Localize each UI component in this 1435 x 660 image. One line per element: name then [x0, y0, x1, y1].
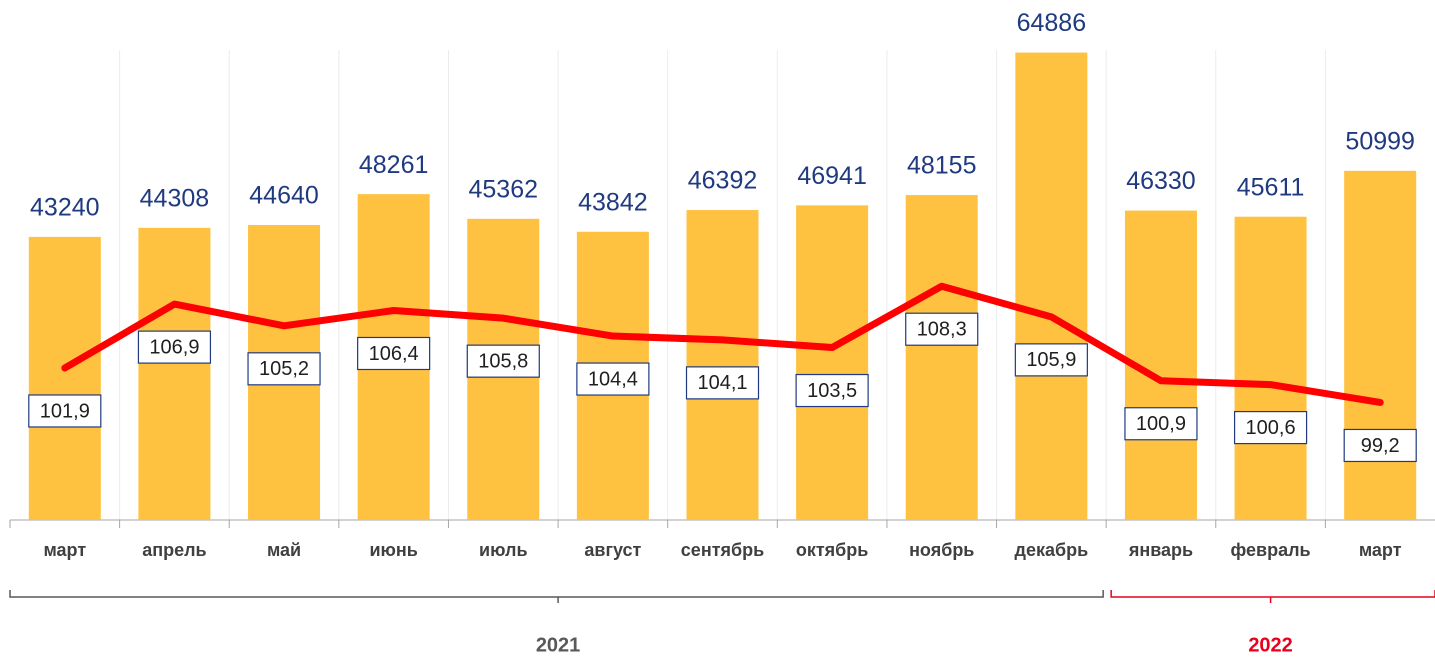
bar	[28, 236, 101, 520]
line-value-label: 105,9	[1026, 349, 1076, 371]
x-tick-label: май	[267, 540, 301, 560]
x-tick-label: ноябрь	[909, 540, 974, 560]
x-tick-label: июль	[479, 540, 528, 560]
bar-value-label: 46941	[797, 162, 867, 190]
bar-value-label: 46330	[1126, 167, 1196, 195]
x-tick-label: сентябрь	[681, 540, 764, 560]
line-value-label: 104,1	[697, 372, 747, 394]
line-value-label: 101,9	[40, 400, 90, 422]
line-label-box	[357, 336, 431, 371]
bar-value-label: 50999	[1345, 127, 1415, 155]
bar	[1344, 170, 1417, 520]
x-tick-label: апрель	[142, 540, 206, 560]
line-value-label: 100,6	[1246, 417, 1296, 439]
line-value-label: 105,2	[259, 358, 309, 380]
line-label-box	[1343, 428, 1417, 463]
bar-value-label: 44308	[140, 184, 210, 212]
bar-value-label: 46392	[688, 167, 758, 195]
line-label-box	[247, 352, 321, 386]
line-value-label: 106,4	[369, 343, 419, 365]
bar	[686, 210, 759, 520]
bar	[905, 195, 978, 521]
line-label-box	[795, 373, 869, 408]
x-tick-label: июнь	[369, 540, 417, 560]
bar-value-label: 48261	[359, 151, 429, 179]
line-value-label: 106,9	[149, 336, 199, 358]
line-label-box	[1124, 407, 1198, 441]
line-label-box	[28, 394, 102, 428]
line-label-box	[905, 312, 979, 346]
line-value-label: 99,2	[1361, 435, 1400, 457]
x-tick-label: январь	[1128, 540, 1193, 560]
group-bracket	[9, 590, 1104, 603]
line-value-label: 103,5	[807, 380, 857, 402]
line-value-label: 100,9	[1136, 413, 1186, 435]
bar-value-label: 44640	[249, 182, 319, 210]
bar-value-label: 64886	[1017, 9, 1087, 37]
line-label-box	[137, 330, 212, 364]
line-label-box	[1014, 343, 1088, 377]
x-tick-label: август	[584, 540, 641, 560]
x-tick-label: декабрь	[1015, 540, 1089, 560]
line-label-box	[685, 366, 760, 400]
bar-value-label: 45362	[469, 175, 539, 203]
line-label-box	[576, 362, 650, 396]
group-label: 2021	[536, 634, 581, 656]
x-tick-label: март	[1359, 540, 1402, 560]
bar	[138, 227, 211, 521]
bar-value-label: 45611	[1237, 173, 1305, 201]
group-bracket	[1110, 590, 1435, 603]
bar-value-label: 43240	[30, 194, 100, 222]
bar	[1234, 216, 1307, 520]
line-label-box	[1233, 410, 1308, 445]
x-tick-label: октябрь	[796, 540, 869, 560]
x-tick-label: февраль	[1231, 540, 1311, 560]
line-value-label: 104,4	[588, 368, 638, 390]
bar-value-label: 43842	[578, 188, 648, 216]
bar	[796, 205, 869, 521]
bar-value-label: 48155	[907, 152, 977, 180]
x-tick-label: март	[43, 540, 86, 560]
line-label-box	[466, 344, 540, 378]
group-label: 2022	[1248, 634, 1293, 656]
line-value-label: 105,8	[478, 350, 528, 372]
line-value-label: 108,3	[917, 318, 967, 340]
line	[61, 282, 1384, 406]
bar	[1015, 52, 1088, 521]
